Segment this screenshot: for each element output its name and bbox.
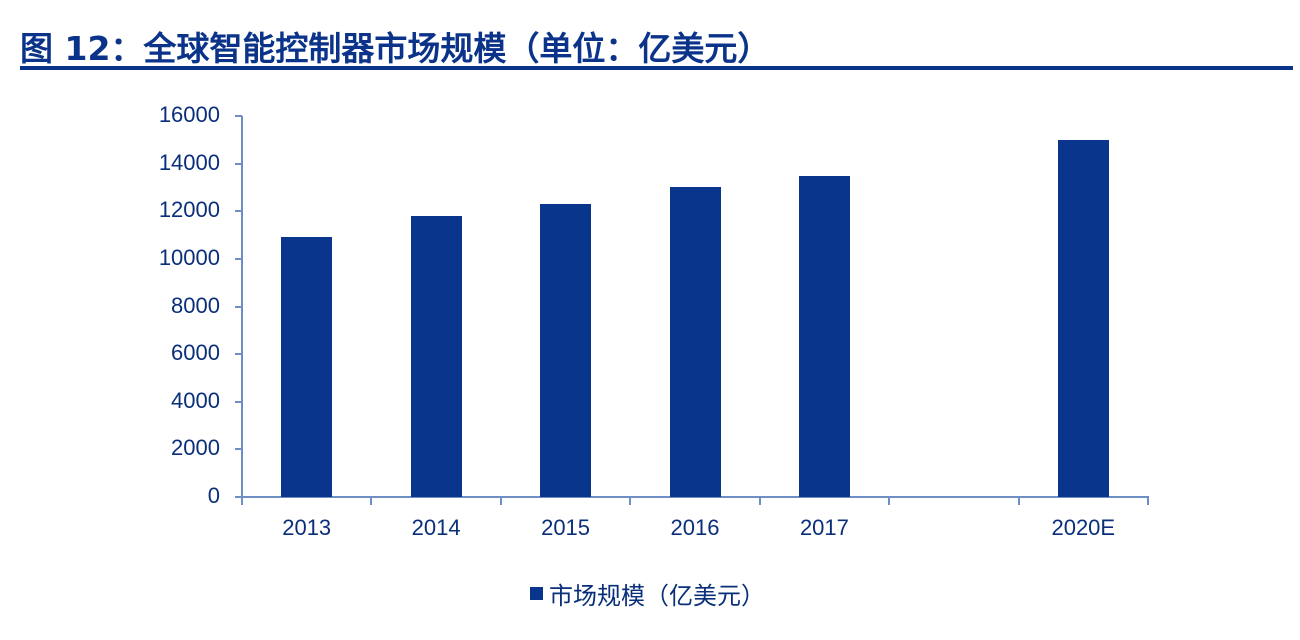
title-underline [20, 66, 1293, 70]
bar-2015 [540, 204, 592, 497]
x-axis [241, 496, 1149, 498]
x-tick-label: 2017 [799, 515, 849, 540]
y-axis [241, 116, 243, 498]
y-tick-label: 10000 [158, 244, 220, 270]
y-tick [235, 115, 242, 117]
y-tick [235, 353, 242, 356]
x-tick [1147, 497, 1149, 505]
x-tick [241, 497, 243, 505]
legend-label: 市场规模（亿美元） [549, 582, 765, 610]
y-tick [235, 162, 242, 165]
y-tick [235, 257, 242, 260]
x-tick [370, 497, 373, 505]
x-tick [1017, 497, 1020, 505]
x-tick [758, 497, 761, 505]
y-tick [235, 305, 242, 308]
y-tick [235, 448, 242, 451]
y-tick-label: 16000 [158, 102, 220, 127]
y-tick-label: 6000 [171, 340, 220, 366]
y-tick-label: 2000 [171, 435, 220, 461]
x-tick-label: 2016 [670, 515, 720, 540]
y-tick [235, 496, 242, 498]
x-tick-label: 2020E [1051, 515, 1116, 540]
x-tick [888, 497, 891, 505]
y-tick-label: 12000 [158, 197, 220, 223]
x-tick-label: 2013 [282, 515, 332, 540]
legend-swatch-icon [530, 587, 543, 600]
bar-2013 [281, 237, 333, 497]
y-tick-label: 4000 [171, 387, 220, 413]
bar-2014 [410, 216, 462, 497]
x-tick [629, 497, 632, 505]
chart-title: 图 12：全球智能控制器市场规模（单位：亿美元） [20, 29, 771, 68]
y-tick-label: 14000 [158, 149, 220, 175]
y-tick-label: 0 [207, 483, 220, 508]
y-tick [235, 400, 242, 403]
x-tick-label: 2014 [411, 515, 461, 540]
x-tick [499, 497, 502, 505]
bar-2020e [1057, 139, 1109, 497]
bar-2017 [798, 175, 850, 497]
x-tick-label: 2015 [541, 515, 591, 540]
y-tick-label: 8000 [171, 292, 220, 318]
legend: 市场规模（亿美元） [530, 576, 765, 611]
y-tick [235, 210, 242, 213]
bar-2016 [669, 187, 721, 497]
